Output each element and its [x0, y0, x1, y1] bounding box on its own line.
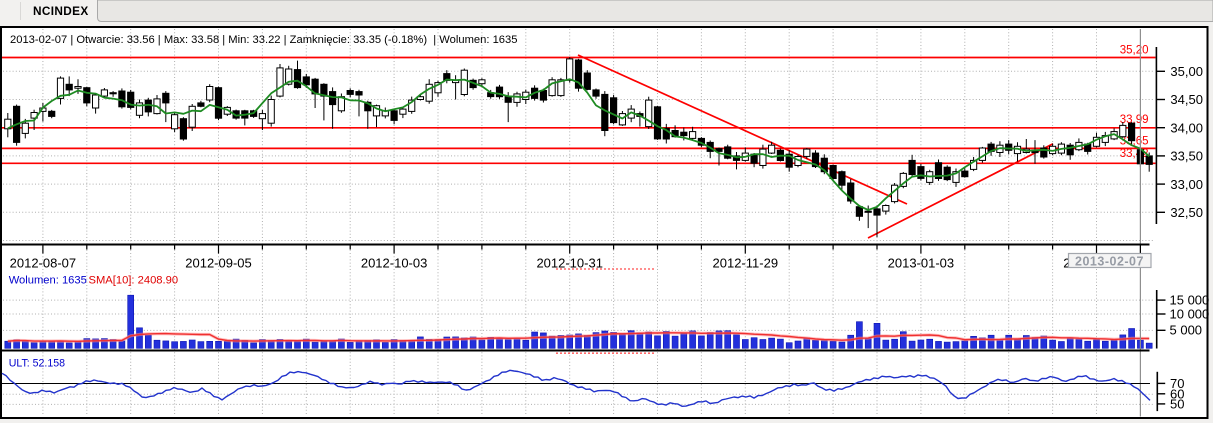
svg-text:2012-08-07: 2012-08-07 [10, 256, 77, 271]
svg-text:Wolumen: 1635: Wolumen: 1635 [9, 275, 87, 287]
svg-text:34,50: 34,50 [1170, 92, 1203, 107]
svg-text:NCINDEX: NCINDEX [33, 4, 89, 18]
svg-text:33,99: 33,99 [1120, 114, 1149, 126]
svg-text:33,00: 33,00 [1170, 177, 1203, 192]
svg-text:32,50: 32,50 [1170, 205, 1203, 220]
svg-text:2012-10-03: 2012-10-03 [361, 256, 428, 271]
svg-text:2012-10-31: 2012-10-31 [536, 256, 603, 271]
svg-text:70: 70 [1170, 376, 1184, 391]
svg-text:35,20: 35,20 [1120, 45, 1149, 57]
svg-text:15 000: 15 000 [1170, 292, 1210, 307]
svg-text:33,50: 33,50 [1170, 149, 1203, 164]
svg-text:33,42: 33,42 [1120, 148, 1149, 160]
svg-text:2013-02-07: 2013-02-07 [1075, 254, 1144, 268]
svg-text:50: 50 [1170, 397, 1184, 412]
svg-text:SMA[10]: 2408.90: SMA[10]: 2408.90 [89, 275, 179, 287]
svg-text:2013-02-07 | Otwarcie: 33.56 |: 2013-02-07 | Otwarcie: 33.56 | Max: 33.5… [10, 34, 517, 46]
svg-text:ULT: 52.158: ULT: 52.158 [9, 358, 65, 370]
svg-text:10 000: 10 000 [1170, 306, 1210, 321]
svg-text:5 000: 5 000 [1170, 323, 1203, 338]
svg-text:2012-09-05: 2012-09-05 [185, 256, 252, 271]
svg-text:34,00: 34,00 [1170, 120, 1203, 135]
svg-text:35,00: 35,00 [1170, 64, 1203, 79]
svg-text:2013-01-03: 2013-01-03 [888, 256, 955, 271]
svg-text:33,65: 33,65 [1120, 136, 1149, 148]
svg-text:2012-11-29: 2012-11-29 [713, 256, 779, 271]
svg-text:60: 60 [1170, 387, 1184, 402]
